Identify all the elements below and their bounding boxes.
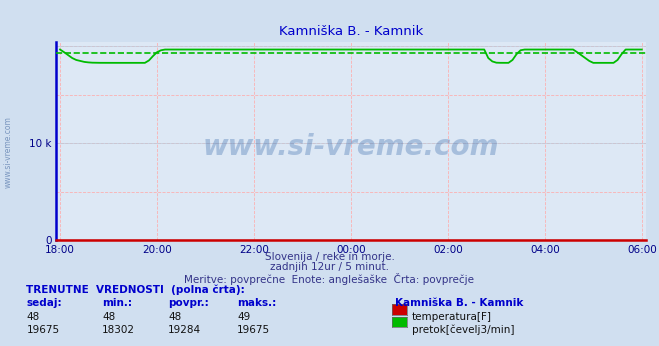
Text: 18302: 18302: [102, 325, 135, 335]
Text: 19675: 19675: [237, 325, 270, 335]
Text: 19675: 19675: [26, 325, 59, 335]
Text: pretok[čevelj3/min]: pretok[čevelj3/min]: [412, 325, 515, 335]
Text: www.si-vreme.com: www.si-vreme.com: [203, 133, 499, 161]
Text: zadnjih 12ur / 5 minut.: zadnjih 12ur / 5 minut.: [270, 262, 389, 272]
Text: 48: 48: [168, 312, 181, 322]
Text: povpr.:: povpr.:: [168, 298, 209, 308]
Text: Slovenija / reke in morje.: Slovenija / reke in morje.: [264, 252, 395, 262]
Text: maks.:: maks.:: [237, 298, 277, 308]
Text: temperatura[F]: temperatura[F]: [412, 312, 492, 322]
Text: Meritve: povprečne  Enote: anglešaške  Črta: povprečje: Meritve: povprečne Enote: anglešaške Črt…: [185, 273, 474, 285]
Text: 48: 48: [26, 312, 40, 322]
Text: www.si-vreme.com: www.si-vreme.com: [4, 116, 13, 188]
Text: Kamniška B. - Kamnik: Kamniška B. - Kamnik: [395, 298, 524, 308]
Text: 48: 48: [102, 312, 115, 322]
Text: sedaj:: sedaj:: [26, 298, 62, 308]
Text: 49: 49: [237, 312, 250, 322]
Title: Kamniška B. - Kamnik: Kamniška B. - Kamnik: [279, 25, 423, 38]
Text: TRENUTNE  VREDNOSTI  (polna črta):: TRENUTNE VREDNOSTI (polna črta):: [26, 284, 245, 295]
Text: 19284: 19284: [168, 325, 201, 335]
Text: min.:: min.:: [102, 298, 132, 308]
